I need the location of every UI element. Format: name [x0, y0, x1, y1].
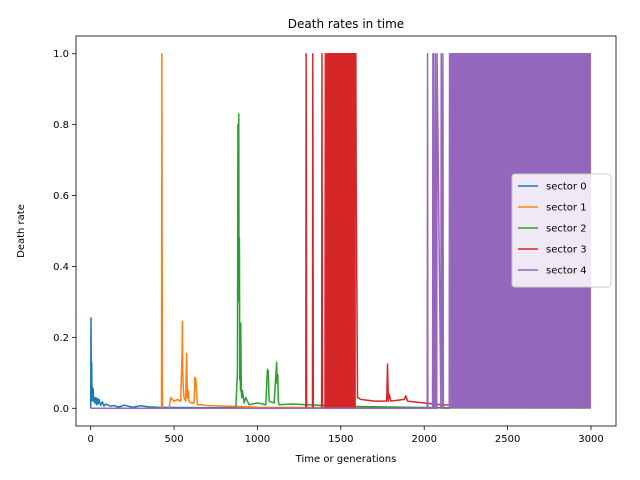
x-tick-label: 2000: [411, 434, 436, 445]
y-tick-label: 1.0: [53, 49, 69, 60]
series-line: [90, 52, 591, 410]
legend-entry: sector 4: [546, 266, 587, 277]
legend-entry: sector 3: [546, 245, 587, 256]
legend-entry: sector 2: [546, 224, 587, 235]
x-tick-label: 1500: [328, 434, 353, 445]
x-axis-label: Time or generations: [295, 454, 397, 465]
legend-entry: sector 1: [546, 203, 587, 214]
x-tick-label: 2500: [495, 434, 520, 445]
series-sector-2: [90, 113, 591, 410]
x-axis-ticks: 0 500 1000 1500 2000 2500 3000: [87, 426, 604, 445]
legend-entry: sector 0: [546, 182, 587, 193]
series-sector-0: [89, 317, 591, 409]
y-tick-label: 0.0: [53, 404, 69, 415]
legend: sector 0 sector 1 sector 2 sector 3 sector 4: [511, 173, 612, 288]
series-line: [90, 52, 591, 410]
y-tick-label: 0.2: [53, 333, 69, 344]
series-band: [326, 53, 356, 409]
x-tick-label: 0: [87, 434, 93, 445]
plot-frame: [75, 35, 617, 427]
y-tick-label: 0.4: [53, 262, 69, 273]
x-tick-label: 500: [165, 434, 184, 445]
legend-box: [511, 173, 612, 288]
chart-title: Death rates in time: [288, 17, 404, 31]
x-tick-label: 3000: [578, 434, 603, 445]
y-tick-label: 0.6: [53, 191, 69, 202]
y-tick-label: 0.8: [53, 120, 69, 131]
series-sector-3: [90, 52, 591, 410]
series-line: [89, 317, 591, 409]
y-axis-label: Death rate: [16, 204, 27, 258]
x-tick-label: 1000: [245, 434, 270, 445]
series-line: [90, 113, 591, 410]
y-axis-ticks: 0.0 0.2 0.4 0.6 0.8 1.0: [53, 49, 76, 415]
